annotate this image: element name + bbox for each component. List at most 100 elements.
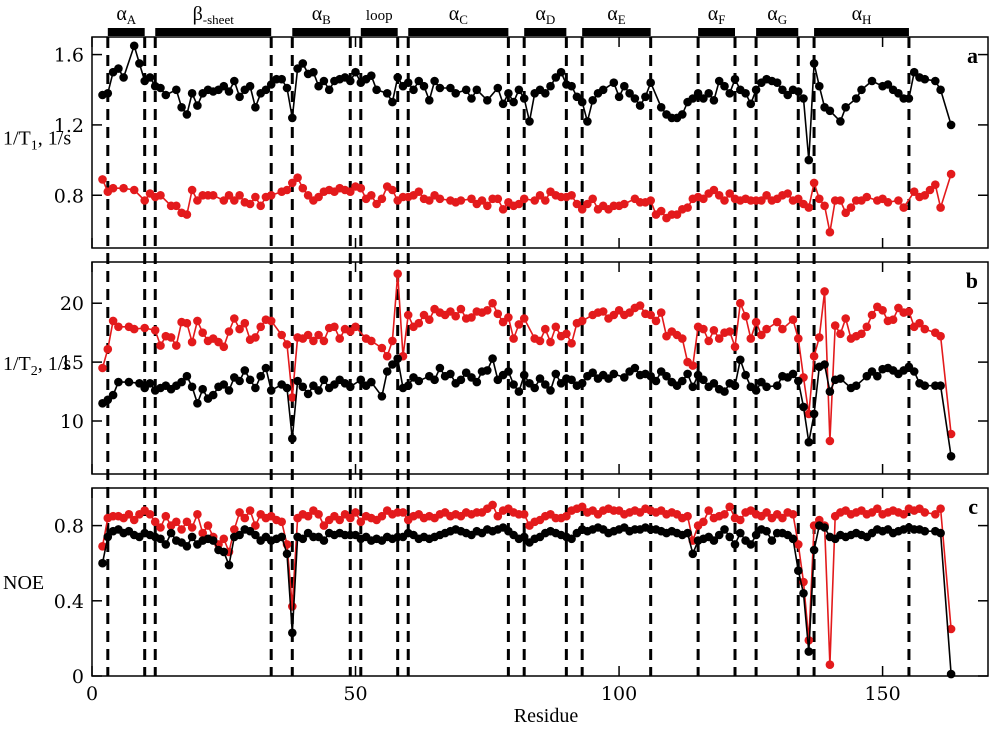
region-bar-9 bbox=[814, 28, 909, 36]
data-point-black bbox=[588, 368, 597, 378]
data-point-black bbox=[456, 375, 466, 385]
series-line-black bbox=[102, 43, 952, 161]
data-point-red bbox=[778, 513, 787, 523]
data-point-black bbox=[103, 89, 113, 98]
data-point-red bbox=[572, 199, 582, 209]
region-bar-5 bbox=[524, 28, 567, 36]
data-point-black bbox=[403, 78, 413, 87]
data-point-black bbox=[314, 81, 323, 91]
data-point-red bbox=[266, 316, 276, 326]
data-point-black bbox=[651, 376, 661, 386]
region-label-sub: H bbox=[862, 12, 871, 27]
data-point-red bbox=[277, 330, 287, 340]
data-point-red bbox=[809, 178, 819, 188]
region-bar-0 bbox=[107, 28, 145, 36]
data-point-black bbox=[393, 354, 403, 363]
data-point-black bbox=[904, 94, 914, 103]
data-point-black bbox=[498, 99, 508, 109]
data-point-red bbox=[346, 187, 355, 196]
region-label-9: αH bbox=[852, 3, 872, 27]
data-point-red bbox=[303, 511, 313, 521]
y-tick-label: 0.4 bbox=[54, 591, 84, 613]
data-point-red bbox=[562, 511, 571, 521]
data-point-black bbox=[746, 540, 756, 549]
data-point-black bbox=[946, 452, 956, 461]
data-point-black bbox=[145, 73, 155, 82]
data-point-black bbox=[772, 381, 782, 391]
data-point-black bbox=[108, 390, 118, 400]
data-point-black bbox=[936, 85, 945, 95]
data-point-red bbox=[219, 196, 229, 205]
data-point-black bbox=[736, 355, 745, 365]
data-point-red bbox=[788, 510, 798, 519]
data-point-black bbox=[688, 549, 698, 559]
data-point-red bbox=[182, 210, 192, 219]
data-point-red bbox=[377, 343, 387, 353]
data-point-red bbox=[778, 324, 787, 334]
region-label-6: αE bbox=[607, 3, 625, 27]
data-point-black bbox=[909, 367, 919, 376]
data-point-black bbox=[530, 383, 539, 393]
data-point-red bbox=[651, 316, 661, 326]
data-point-red bbox=[830, 321, 840, 330]
data-point-black bbox=[751, 386, 761, 395]
data-point-black bbox=[720, 387, 729, 396]
data-point-black bbox=[504, 367, 513, 376]
data-point-black bbox=[583, 117, 592, 126]
data-point-black bbox=[746, 99, 756, 109]
data-point-black bbox=[224, 560, 234, 570]
data-point-black bbox=[367, 377, 376, 387]
data-point-black bbox=[114, 377, 123, 387]
data-point-black bbox=[551, 73, 561, 82]
data-point-black bbox=[288, 434, 297, 444]
data-point-black bbox=[161, 540, 171, 549]
data-point-black bbox=[730, 74, 740, 84]
data-point-black bbox=[820, 360, 829, 369]
data-point-black bbox=[851, 381, 861, 391]
region-bar-6 bbox=[582, 28, 651, 36]
data-point-black bbox=[145, 379, 155, 388]
data-point-black bbox=[920, 74, 930, 84]
data-point-black bbox=[129, 41, 139, 51]
data-point-red bbox=[846, 203, 856, 212]
data-point-red bbox=[620, 199, 629, 209]
data-point-black bbox=[219, 380, 229, 389]
data-point-red bbox=[836, 329, 845, 339]
data-point-red bbox=[762, 324, 771, 334]
data-point-black bbox=[730, 540, 740, 549]
data-point-black bbox=[567, 534, 576, 544]
data-point-black bbox=[351, 67, 360, 77]
data-point-red bbox=[577, 205, 587, 214]
data-point-black bbox=[794, 376, 803, 386]
data-point-red bbox=[504, 313, 513, 322]
y-tick-label: 15 bbox=[60, 352, 84, 374]
data-point-red bbox=[198, 528, 207, 538]
data-point-red bbox=[319, 521, 329, 530]
data-point-red bbox=[230, 196, 239, 205]
data-point-red bbox=[788, 315, 798, 325]
data-point-black bbox=[772, 78, 782, 87]
data-point-red bbox=[577, 316, 587, 326]
data-point-black bbox=[298, 534, 308, 544]
data-point-black bbox=[936, 381, 945, 391]
data-point-red bbox=[514, 320, 524, 329]
data-point-black bbox=[446, 369, 455, 379]
data-point-red bbox=[256, 322, 266, 332]
data-point-black bbox=[751, 85, 761, 95]
data-point-black bbox=[751, 530, 761, 540]
data-point-red bbox=[477, 196, 487, 205]
data-point-black bbox=[714, 530, 724, 540]
data-point-red bbox=[714, 191, 724, 200]
data-point-red bbox=[140, 323, 149, 333]
data-point-black bbox=[799, 402, 808, 412]
data-point-black bbox=[551, 369, 561, 379]
data-point-black bbox=[182, 542, 192, 551]
data-point-red bbox=[709, 185, 719, 195]
data-point-red bbox=[245, 199, 255, 209]
data-point-black bbox=[266, 80, 276, 89]
data-point-black bbox=[678, 110, 687, 119]
data-point-red bbox=[535, 336, 545, 346]
data-point-black bbox=[577, 379, 587, 388]
data-point-red bbox=[425, 196, 434, 205]
